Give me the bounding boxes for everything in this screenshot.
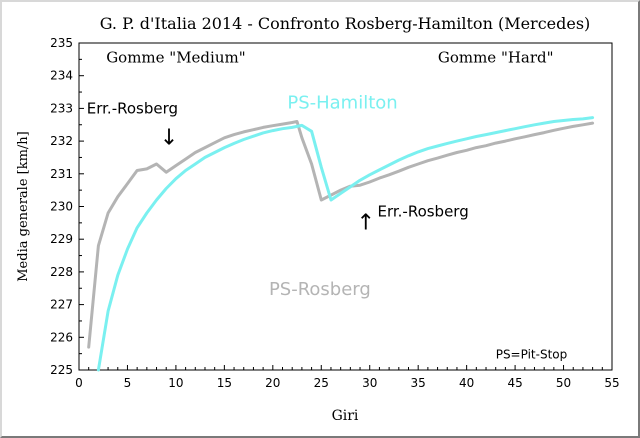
annotation-label: Err.-Rosberg — [87, 99, 178, 117]
x-tick-label: 25 — [314, 376, 329, 390]
y-tick-label: 234 — [50, 69, 73, 83]
y-tick-label: 225 — [50, 363, 73, 377]
y-tick-label: 233 — [50, 101, 73, 115]
series-line-rosberg — [87, 120, 595, 349]
y-axis-label: Media generale [km/h] — [16, 131, 31, 282]
y-tick-label: 229 — [50, 232, 73, 246]
x-tick-label: 50 — [556, 376, 571, 390]
x-tick-label: 10 — [168, 376, 183, 390]
x-tick-label: 20 — [265, 376, 280, 390]
annotation-label: PS-Hamilton — [287, 92, 397, 113]
annotation-label: PS-Rosberg — [269, 279, 371, 300]
annotation-label: Gomme "Hard" — [438, 49, 554, 67]
chart-title: G. P. d'Italia 2014 - Confronto Rosberg-… — [100, 14, 591, 33]
y-tick-label: 226 — [50, 330, 73, 344]
x-axis-label: Giri — [332, 408, 359, 424]
x-tick-label: 35 — [411, 376, 426, 390]
x-tick-label: 30 — [362, 376, 377, 390]
x-tick-label: 55 — [604, 376, 619, 390]
y-tick-label: 232 — [50, 134, 73, 148]
x-tick-label: 5 — [124, 376, 132, 390]
x-tick-label: 0 — [75, 376, 83, 390]
y-tick-label: 231 — [50, 167, 73, 181]
plot-area: 0 5 10 15 20 25 30 35 40 45 50 55 225 226 227 228 229 230… — [50, 36, 620, 390]
series-line-hamilton — [96, 116, 595, 372]
y-tick-label: 228 — [50, 265, 73, 279]
x-tick-label: 40 — [459, 376, 474, 390]
y-tick-label: 227 — [50, 298, 73, 312]
annotation-label: Gomme "Medium" — [106, 49, 245, 67]
annotation-label: ↓ — [160, 125, 178, 150]
annotation-label: Err.-Rosberg — [377, 202, 468, 220]
y-tick-label: 230 — [50, 200, 73, 214]
x-tick-label: 15 — [217, 376, 232, 390]
annotation-label: ↑ — [357, 210, 375, 235]
y-tick-label: 235 — [50, 36, 73, 50]
x-tick-label: 45 — [507, 376, 522, 390]
annotation-label: PS=Pit-Stop — [496, 348, 568, 362]
